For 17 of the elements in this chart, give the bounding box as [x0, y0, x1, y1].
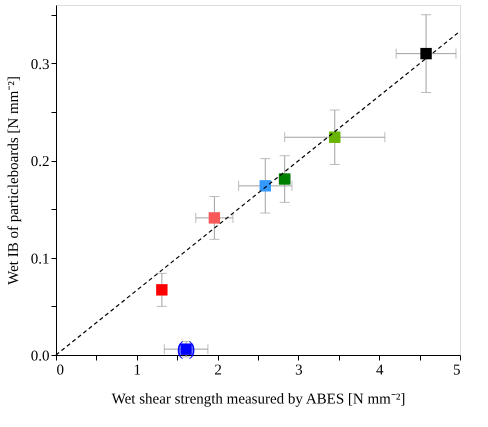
- x-tick-label: 5: [453, 362, 460, 378]
- x-tick-label: 1: [134, 362, 142, 378]
- y-tick-label: 0.0: [30, 348, 50, 364]
- x-tick-label: 0: [56, 362, 64, 378]
- point: [208, 212, 220, 224]
- y-tick-label: 0.3: [30, 56, 50, 73]
- x-tick-label: 4: [376, 362, 384, 378]
- y-tick-label: 0.2: [30, 154, 50, 170]
- x-axis-title: Wet shear strength measured by ABES [N mm⁻²]: [112, 392, 406, 408]
- x-tick-label: 3: [295, 362, 303, 378]
- y-axis-title: Wet IB of particleboards [N mm⁻²]: [6, 76, 22, 285]
- point: [329, 132, 340, 143]
- y-tick-label: 0.1: [30, 251, 50, 268]
- point: [260, 180, 271, 192]
- x-tick-label: 2: [214, 362, 222, 378]
- point: [420, 48, 432, 60]
- point: [156, 284, 168, 296]
